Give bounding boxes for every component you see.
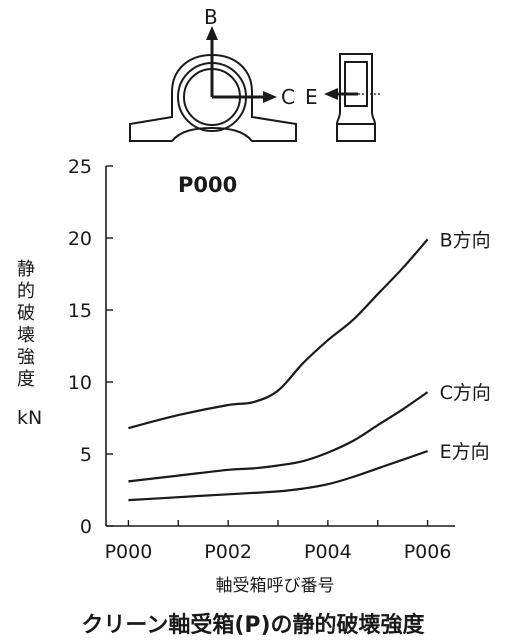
x-tick-label: P006: [404, 541, 452, 563]
series-line: [128, 450, 428, 502]
figure-caption: クリーン軸受箱(P)の静的破壊強度: [81, 612, 425, 638]
y-tick-label: 25: [68, 156, 92, 178]
x-tick-label: P004: [304, 541, 352, 563]
chart-axes: 0 5 10 15 20 25 P000 P002 P004 P006: [68, 156, 455, 563]
series-label: B方向: [440, 229, 491, 251]
x-axis-label: 軸受箱呼び番号: [216, 576, 335, 596]
series-label: C方向: [440, 382, 491, 404]
series-line: [128, 238, 429, 430]
y-axis-label-char: 壊: [17, 325, 35, 346]
direction-label-c: C: [281, 85, 295, 109]
series-label: E方向: [440, 441, 490, 463]
arrow-c-head: [263, 91, 277, 103]
y-axis-label: 静的破壊強度: [17, 259, 35, 390]
y-axis-label-char: 度: [17, 369, 35, 390]
housing-side-view: [336, 53, 376, 142]
series-line: [128, 391, 429, 483]
arrow-e-head: [324, 88, 338, 100]
y-tick-label: 10: [68, 372, 92, 394]
y-tick-label: 0: [80, 516, 92, 538]
chart-series: B方向 C方向 E方向: [128, 229, 491, 502]
y-axis-label-char: 静: [17, 259, 35, 280]
arrow-b-head: [206, 26, 218, 40]
chart-title: P000: [178, 173, 237, 197]
direction-label-b: B: [204, 5, 218, 29]
y-tick-label: 20: [68, 228, 92, 250]
x-tick-label: P002: [204, 541, 252, 563]
side-view-outline: [336, 53, 376, 142]
side-view-inner-block: [344, 61, 368, 107]
y-axis-unit: kN: [17, 407, 42, 429]
y-tick-label: 15: [68, 300, 92, 322]
y-axis-label-char: 的: [17, 281, 35, 302]
direction-arrows: [206, 26, 382, 103]
x-tick-label: P000: [105, 541, 153, 563]
y-tick-label: 5: [80, 444, 92, 466]
direction-label-e: E: [305, 85, 318, 109]
y-axis-label-char: 強: [17, 347, 35, 368]
y-axis-label-char: 破: [17, 303, 35, 324]
